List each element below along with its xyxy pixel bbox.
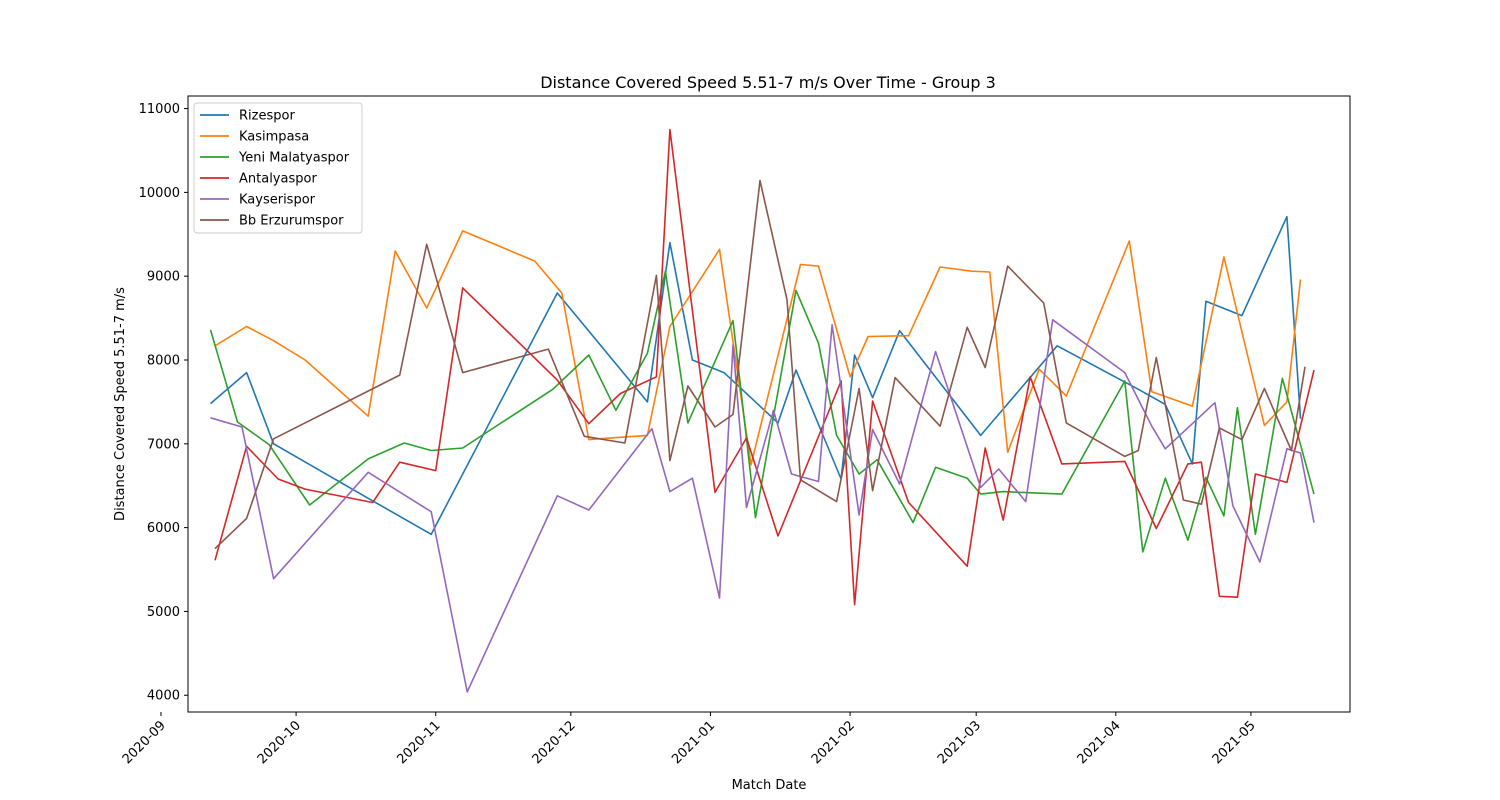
y-axis-label: Distance Covered Speed 5.51-7 m/s	[113, 287, 128, 521]
y-axis-ticks: 4000 5000 6000 7000 8000 9000 10000 11000	[139, 102, 188, 704]
legend-label-0: Rizespor	[239, 109, 295, 124]
series-line-5	[214, 179, 1306, 550]
legend-label-1: Kasimpasa	[239, 130, 309, 145]
chart-title: Distance Covered Speed 5.51-7 m/s Over T…	[540, 73, 996, 92]
y-tick-label: 10000	[139, 186, 180, 201]
y-tick-label: 11000	[139, 102, 180, 117]
legend-label-5: Bb Erzurumspor	[239, 214, 344, 229]
y-tick-label: 6000	[147, 521, 180, 536]
y-tick-label: 8000	[147, 354, 180, 369]
legend-label-4: Kayserispor	[239, 193, 316, 208]
series-line-3	[214, 128, 1315, 606]
y-tick-label: 7000	[147, 437, 180, 452]
series-line-4	[210, 319, 1315, 693]
plot-frame	[187, 95, 1351, 713]
legend: Rizespor Kasimpasa Yeni Malatyaspor Antalya…	[193, 102, 363, 234]
y-tick-label: 9000	[147, 270, 180, 285]
y-tick-label: 5000	[147, 605, 180, 620]
series-lines	[209, 128, 1315, 693]
y-tick-label: 4000	[147, 689, 180, 704]
legend-label-2: Yeni Malatyaspor	[238, 151, 350, 166]
series-line-1	[214, 230, 1302, 466]
legend-label-3: Antalyaspor	[239, 172, 317, 187]
x-axis-label: Match Date	[732, 778, 807, 793]
legend-box	[193, 102, 363, 234]
series-line-2	[209, 270, 1315, 553]
